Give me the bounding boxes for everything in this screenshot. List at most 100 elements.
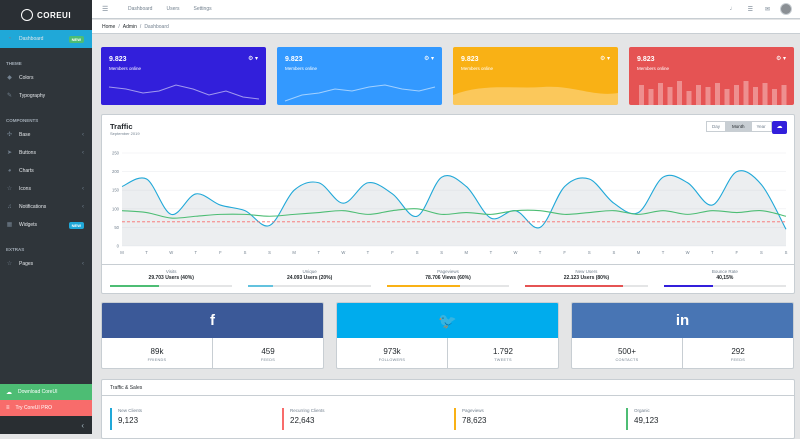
progress-fill	[386, 285, 461, 287]
hamburger-menu-icon[interactable]: ☰	[102, 6, 109, 13]
kpi-organic: Organic 49,123	[626, 408, 706, 430]
coreui-logo-icon	[20, 9, 33, 21]
spark-bar	[743, 81, 749, 105]
stat-sparkline	[108, 84, 260, 100]
progress-fill	[248, 285, 273, 287]
envelope-icon[interactable]: ✉	[764, 6, 770, 13]
breadcrumb-admin[interactable]: Admin	[122, 23, 137, 30]
spark-bar	[724, 89, 730, 105]
y-tick-label: 250	[112, 151, 120, 156]
sidebar-item-label: Widgets	[19, 222, 38, 228]
x-tick-label: T	[145, 250, 148, 255]
contacts-count: 500+	[617, 347, 637, 356]
period-year[interactable]: Year	[750, 121, 772, 132]
spark-bar	[648, 89, 654, 105]
stat-label: Members online	[461, 66, 494, 71]
chevron-left-icon: ‹	[81, 420, 84, 430]
stat-card-members-online: 9.823 Members online ⚙ ▾	[101, 47, 266, 105]
stat-value: 9.823	[637, 56, 655, 63]
x-tick-label: M	[637, 250, 641, 255]
sidebar-item-pages[interactable]: ☆ Pages ‹	[0, 255, 92, 273]
sidebar-item-widgets[interactable]: ▦ Widgets NEW	[0, 216, 92, 234]
header-link-dashboard[interactable]: Dashboard	[128, 6, 153, 12]
speedometer-icon: ◔	[7, 35, 12, 42]
header-link-users[interactable]: Users	[166, 6, 180, 12]
sidebar-item-typography[interactable]: ✎ Typography	[0, 87, 92, 105]
sidebar-item-buttons[interactable]: ➤ Buttons ‹	[0, 144, 92, 162]
x-tick-label: W	[341, 250, 345, 255]
nav-title-extras: EXTRAS	[6, 247, 25, 252]
x-tick-label: S	[416, 250, 419, 255]
traffic-stat-label: New Users	[575, 269, 598, 274]
sidebar-minimizer-button[interactable]: ‹	[0, 416, 92, 434]
period-day[interactable]: Day	[706, 121, 727, 132]
sidebar-item-dashboard[interactable]: ◔ Dashboard NEW	[0, 30, 92, 48]
sidebar-item-icons[interactable]: ☆ Icons ‹	[0, 180, 92, 198]
try-pro-button[interactable]: ≡ Try CoreUI PRO	[0, 400, 92, 416]
x-tick-label: S	[268, 250, 271, 255]
calculator-icon: ▦	[6, 221, 13, 228]
x-tick-label: W	[686, 250, 690, 255]
gear-icon[interactable]: ⚙ ▾	[247, 56, 258, 62]
list-icon[interactable]: ☰	[747, 6, 753, 13]
traffic-chart: 0 50 100 150 200 250 M T W T F S S M T W T F S S M T W T F S S M T W T…	[112, 151, 788, 256]
header-link-settings[interactable]: Settings	[193, 6, 212, 12]
sidebar-item-label: Icons	[19, 186, 31, 192]
avatar[interactable]	[780, 3, 792, 15]
breadcrumb-home[interactable]: Home	[102, 23, 116, 30]
download-icon[interactable]: ☁	[772, 121, 787, 134]
sidebar-item-charts[interactable]: ◕ Charts	[0, 162, 92, 180]
x-tick-label: F	[391, 250, 394, 255]
progress-bar	[110, 285, 233, 287]
spark-bar	[734, 85, 739, 105]
progress-fill	[110, 285, 159, 287]
sidebar-item-base[interactable]: ✣ Base ‹	[0, 126, 92, 144]
traffic-footer: Visits 29.703 Users (40%) Unique 24.093 Use…	[102, 264, 794, 294]
gear-icon[interactable]: ⚙ ▾	[599, 56, 610, 62]
feeds-label: FEEDS	[260, 358, 276, 362]
try-pro-label: Try CoreUI PRO	[15, 405, 52, 411]
sidebar-item-label: Notifications	[19, 204, 47, 210]
x-tick-label: W	[169, 250, 173, 255]
breadcrumb-separator: /	[139, 23, 142, 30]
chevron-left-icon: ‹	[82, 132, 84, 138]
progress-bar	[525, 285, 648, 287]
x-tick-label: M	[465, 250, 469, 255]
sidebar-item-label: Charts	[19, 168, 34, 174]
x-tick-label: S	[612, 250, 615, 255]
sidebar-item-label: Pages	[19, 261, 34, 267]
download-coreui-button[interactable]: ☁ Download CoreUI	[0, 384, 92, 400]
puzzle-icon: ✣	[6, 131, 13, 138]
star-icon: ☆	[6, 185, 13, 192]
sidebar-item-colors[interactable]: ◆ Colors	[0, 69, 92, 87]
traffic-stat-value: 78.706 Views (60%)	[425, 275, 471, 281]
sidebar-item-notifications[interactable]: ♫ Notifications ‹	[0, 198, 92, 216]
spark-bar	[696, 85, 701, 105]
gear-icon[interactable]: ⚙ ▾	[423, 56, 434, 62]
kpi-value: 78,623	[462, 416, 487, 425]
x-tick-label: T	[317, 250, 320, 255]
kpi-label: Organic	[634, 408, 650, 413]
stat-bar-chart	[639, 81, 787, 105]
breadcrumb-separator: /	[118, 23, 120, 30]
traffic-subtitle: September 2019	[110, 131, 140, 136]
chevron-left-icon: ‹	[82, 261, 84, 267]
traffic-stat-value: 29.703 Users (40%)	[148, 275, 194, 281]
chevron-left-icon: ‹	[82, 186, 84, 192]
series-line	[121, 170, 787, 230]
x-tick-label: F	[736, 250, 739, 255]
x-tick-label: T	[711, 250, 714, 255]
bell-icon[interactable]: ♩	[729, 5, 736, 12]
traffic-stat-label: Bounce Rate	[711, 269, 738, 274]
gear-icon[interactable]: ⚙ ▾	[775, 56, 786, 62]
x-tick-label: S	[440, 250, 443, 255]
new-badge: NEW	[68, 35, 84, 43]
traffic-stat-value: 22.123 Users (80%)	[563, 275, 610, 281]
stat-value: 9.823	[109, 56, 127, 63]
brand-logo[interactable]: COREUI	[0, 0, 92, 30]
period-month[interactable]: Month	[726, 121, 751, 132]
traffic-stat: Visits 29.703 Users (40%)	[102, 265, 240, 294]
nav-title-theme: THEME	[6, 61, 22, 66]
traffic-stat-value: 24.093 Users (20%)	[286, 275, 333, 281]
x-tick-label: T	[490, 250, 493, 255]
